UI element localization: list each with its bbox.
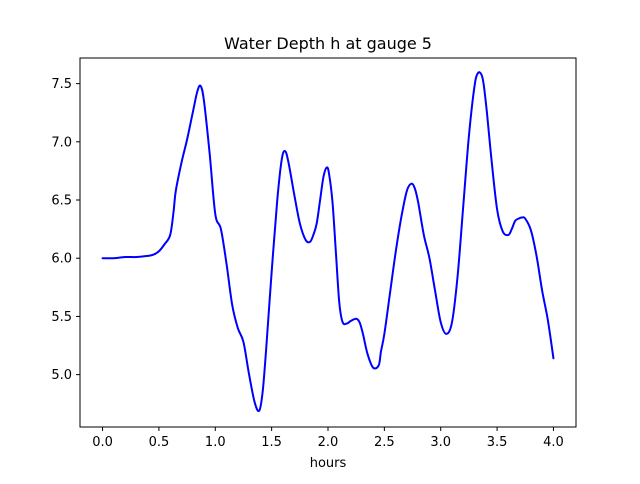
y-axis: 5.0 5.5 6.0 6.5 7.0 7.5 [51,77,80,383]
x-tick-label: 3.5 [487,435,508,450]
x-tick-label: 3.0 [430,435,451,450]
y-tick-label: 7.5 [51,77,72,92]
x-tick-label: 1.0 [205,435,226,450]
y-tick-label: 5.0 [51,368,72,383]
plot-frame [79,57,577,428]
x-axis: 0.0 0.5 1.0 1.5 2.0 2.5 3.0 3.5 4.0 [92,427,564,450]
y-tick-label: 6.0 [51,252,72,267]
x-tick-label: 0.0 [92,435,113,450]
y-tick-label: 5.5 [51,310,72,325]
series-line [101,71,555,413]
plot-area [101,71,555,413]
y-tick-label: 7.0 [51,135,72,150]
chart-title: Water Depth h at gauge 5 [224,34,432,53]
x-tick-label: 2.0 [318,435,339,450]
y-tick-label: 6.5 [51,194,72,209]
x-axis-label: hours [310,456,347,471]
x-tick-label: 2.5 [374,435,395,450]
x-tick-label: 4.0 [543,435,564,450]
x-tick-label: 1.5 [261,435,282,450]
x-tick-label: 0.5 [149,435,170,450]
